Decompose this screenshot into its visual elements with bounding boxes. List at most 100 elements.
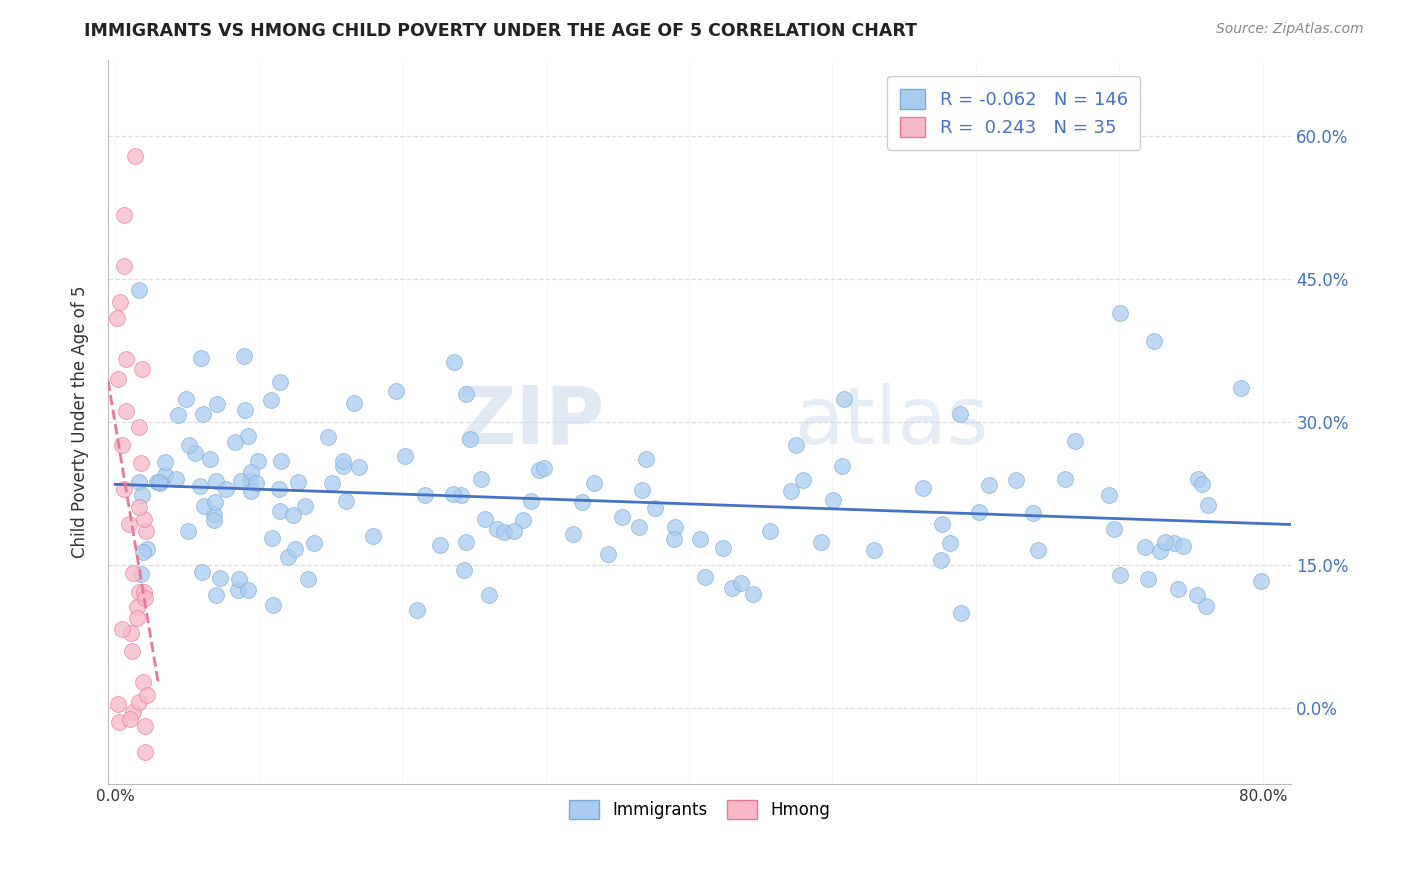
Text: IMMIGRANTS VS HMONG CHILD POVERTY UNDER THE AGE OF 5 CORRELATION CHART: IMMIGRANTS VS HMONG CHILD POVERTY UNDER … [84, 22, 917, 40]
Point [1137, 573, 1160, 587]
Point [612, 510, 634, 524]
Point [105, 310, 128, 325]
Point [128, 695, 150, 709]
Point [224, 435, 246, 450]
Point [453, 563, 475, 577]
Point [1185, 588, 1208, 602]
Point [503, 524, 526, 538]
Point [240, 465, 263, 479]
Point [689, 532, 711, 546]
Point [335, 494, 357, 508]
Point [112, 208, 135, 222]
Point [108, 294, 131, 309]
Point [394, 450, 416, 464]
Point [146, 475, 169, 489]
Point [166, 408, 188, 422]
Point [262, 532, 284, 546]
Point [413, 488, 436, 502]
Point [343, 396, 366, 410]
Point [321, 475, 343, 490]
Point [121, 566, 143, 580]
Point [204, 495, 226, 509]
Point [780, 483, 803, 498]
Legend: Immigrants, Hmong: Immigrants, Hmong [562, 794, 838, 826]
Point [1064, 434, 1087, 449]
Point [153, 467, 176, 482]
Y-axis label: Child Poverty Under the Age of 5: Child Poverty Under the Age of 5 [72, 285, 89, 558]
Point [1108, 306, 1130, 320]
Point [1195, 599, 1218, 613]
Point [125, 610, 148, 624]
Point [1135, 540, 1157, 554]
Point [135, 524, 157, 538]
Point [533, 460, 555, 475]
Point [128, 420, 150, 434]
Point [349, 459, 371, 474]
Point [149, 475, 172, 490]
Point [269, 375, 291, 389]
Point [939, 536, 962, 550]
Point [363, 528, 385, 542]
Point [177, 438, 200, 452]
Point [429, 538, 451, 552]
Point [132, 512, 155, 526]
Point [1163, 535, 1185, 549]
Point [209, 571, 232, 585]
Point [332, 453, 354, 467]
Point [205, 474, 228, 488]
Point [297, 572, 319, 586]
Point [226, 583, 249, 598]
Point [562, 527, 585, 541]
Point [730, 576, 752, 591]
Point [1166, 582, 1188, 596]
Point [134, 591, 156, 606]
Point [128, 585, 150, 599]
Point [721, 581, 744, 595]
Point [115, 403, 138, 417]
Point [284, 542, 307, 557]
Point [193, 499, 215, 513]
Point [129, 567, 152, 582]
Point [977, 477, 1000, 491]
Point [174, 392, 197, 407]
Point [332, 459, 354, 474]
Point [441, 487, 464, 501]
Point [1005, 473, 1028, 487]
Point [153, 455, 176, 469]
Point [486, 522, 509, 536]
Point [478, 588, 501, 602]
Point [262, 598, 284, 612]
Point [283, 508, 305, 522]
Point [204, 588, 226, 602]
Point [120, 626, 142, 640]
Point [967, 505, 990, 519]
Point [128, 500, 150, 514]
Point [823, 493, 845, 508]
Point [277, 549, 299, 564]
Point [236, 429, 259, 443]
Point [112, 482, 135, 496]
Point [131, 488, 153, 502]
Point [136, 541, 159, 556]
Point [911, 481, 934, 495]
Point [202, 513, 225, 527]
Point [450, 488, 472, 502]
Point [115, 352, 138, 367]
Point [245, 475, 267, 490]
Point [239, 474, 262, 488]
Point [134, 585, 156, 599]
Point [198, 451, 221, 466]
Point [949, 407, 972, 421]
Point [120, 712, 142, 726]
Point [443, 354, 465, 368]
Point [118, 516, 141, 531]
Point [385, 384, 408, 398]
Point [260, 393, 283, 408]
Point [136, 688, 159, 702]
Point [634, 451, 657, 466]
Point [863, 543, 886, 558]
Point [1022, 506, 1045, 520]
Point [134, 745, 156, 759]
Point [269, 504, 291, 518]
Point [832, 392, 855, 406]
